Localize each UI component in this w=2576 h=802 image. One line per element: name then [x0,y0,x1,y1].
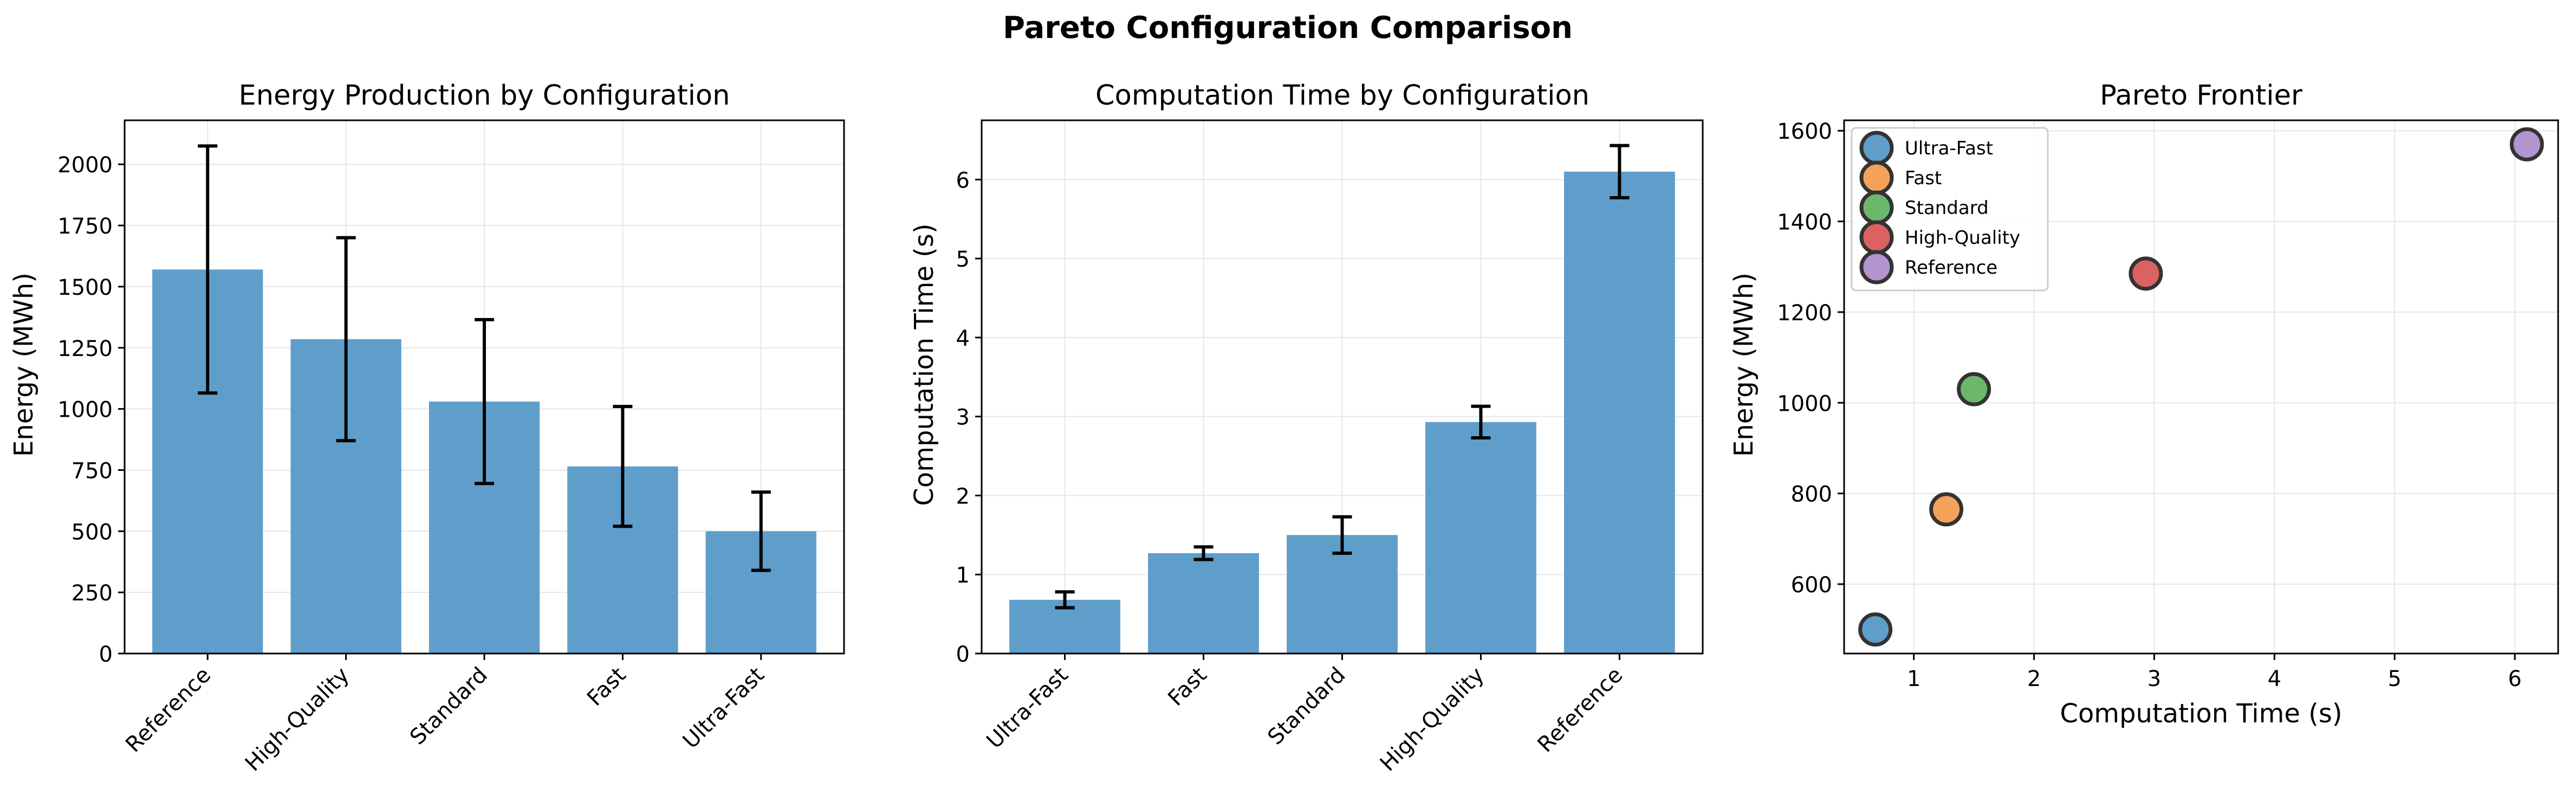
bar-reference [1564,171,1675,654]
chart-1-plot: 0 250 500 750 1000 1250 1500 1750 2000 Reference H… [57,119,845,777]
legend-label: Fast [1905,167,1942,189]
y-tick-label: 1750 [57,214,113,239]
chart-energy-by-configuration: Energy Production by Configuration Energ… [9,80,845,777]
y-tick-label: 750 [72,458,113,483]
chart-2-plot: 0 1 2 3 4 5 6 Ultra-Fast Fast Standard High-Qualit… [956,119,1704,777]
error-bar-ultra-fast [751,490,771,572]
plot-frame [1843,119,2559,655]
y-tick-label: 1400 [1777,210,1832,235]
legend-box [1851,127,2049,292]
error-bar-high-quality [1471,404,1491,440]
y-tick-label: 1 [956,563,970,588]
y-tick-label: 1000 [1777,391,1832,416]
point-fast [1929,492,1964,527]
error-bar-fast [613,405,633,528]
y-tick-label: 0 [99,642,113,667]
legend-marker [1859,160,1894,195]
error-bar-reference [198,144,218,395]
legend-marker [1859,190,1894,225]
x-tick-label: 1 [1907,667,1920,691]
x-tick-label: Standard [405,663,492,750]
y-tick-label: 3 [956,405,970,430]
x-tick-label: Ultra-Fast [678,663,769,754]
y-tick-label: 2 [956,484,970,509]
point-ultra-fast [1858,612,1893,647]
x-tick-label: 5 [2388,667,2402,691]
error-bar-standard [1332,515,1352,555]
y-tick-label: 800 [1791,482,1832,507]
legend-label: High-Quality [1905,227,2020,249]
y-tick-label: 1250 [57,337,113,361]
point-standard [1957,372,1991,406]
x-tick-label: Reference [1533,663,1628,758]
figure-title: Pareto Configuration Comparison [1003,10,1573,46]
y-tick-label: 1200 [1777,301,1832,326]
error-bar-fast [1193,545,1214,561]
y-tick-label: 600 [1791,573,1832,598]
x-tick-label: Fast [1163,663,1211,711]
x-tick-label: Standard [1263,663,1350,750]
x-tick-label: High-Quality [1375,663,1489,777]
error-bar-high-quality [336,236,356,443]
chart-1-title: Energy Production by Configuration [239,80,730,112]
y-tick-label: 1500 [57,275,113,300]
x-tick-label: Reference [121,663,216,758]
x-tick-label: High-Quality [241,663,354,777]
legend-marker [1859,250,1894,284]
y-tick-label: 2000 [57,153,113,178]
legend-label: Ultra-Fast [1905,138,1993,159]
chart-3-ylabel: Energy (MWh) [1729,273,1759,457]
y-tick-label: 4 [956,326,970,351]
chart-2-ylabel: Computation Time (s) [909,223,939,506]
legend-item: Fast [1859,160,1942,195]
y-tick-label: 0 [956,642,970,667]
legend-marker [1859,220,1894,255]
chart-3-title: Pareto Frontier [2100,80,2302,112]
legend-label: Reference [1905,257,1997,279]
chart-pareto-frontier: Pareto Frontier Energy (MWh) Computation… [1729,80,2559,729]
chart-computation-time-by-configuration: Computation Time by Configuration Comput… [909,80,1704,777]
x-tick-label: 3 [2147,667,2161,691]
x-tick-label: 2 [2027,667,2041,691]
bar-high-quality [1425,422,1536,654]
y-tick-label: 500 [72,520,113,545]
y-tick-label: 1600 [1777,119,1832,144]
chart-3-xlabel: Computation Time (s) [2060,698,2342,729]
chart-2-title: Computation Time by Configuration [1095,80,1589,112]
x-tick-label: 4 [2268,667,2281,691]
chart-3-plot: 600 800 1000 1200 1400 1600 1 2 3 4 5 6 Ultra-Fast Fa… [1777,119,2559,691]
x-tick-label: Ultra-Fast [982,663,1073,754]
x-tick-label: 6 [2508,667,2521,691]
error-bar-standard [475,318,494,486]
legend-item: Reference [1859,250,1997,284]
bar-fast [1148,553,1259,654]
legend-label: Standard [1905,197,1989,219]
y-tick-label: 250 [72,581,113,606]
y-tick-label: 1000 [57,398,113,423]
legend-item: High-Quality [1859,220,2020,255]
y-tick-label: 6 [956,168,970,193]
y-tick-label: 5 [956,247,970,272]
legend-marker [1859,131,1894,165]
point-reference [2509,127,2544,161]
chart-1-ylabel: Energy (MWh) [9,273,39,457]
legend: Ultra-Fast Fast Standard High-Quality Refere… [1851,127,2049,292]
legend-item: Ultra-Fast [1859,131,1993,165]
point-high-quality [2129,256,2163,291]
legend-item: Standard [1859,190,1989,225]
error-bar-ultra-fast [1055,590,1075,610]
x-tick-label: Fast [582,663,631,711]
error-bar-reference [1610,144,1630,199]
